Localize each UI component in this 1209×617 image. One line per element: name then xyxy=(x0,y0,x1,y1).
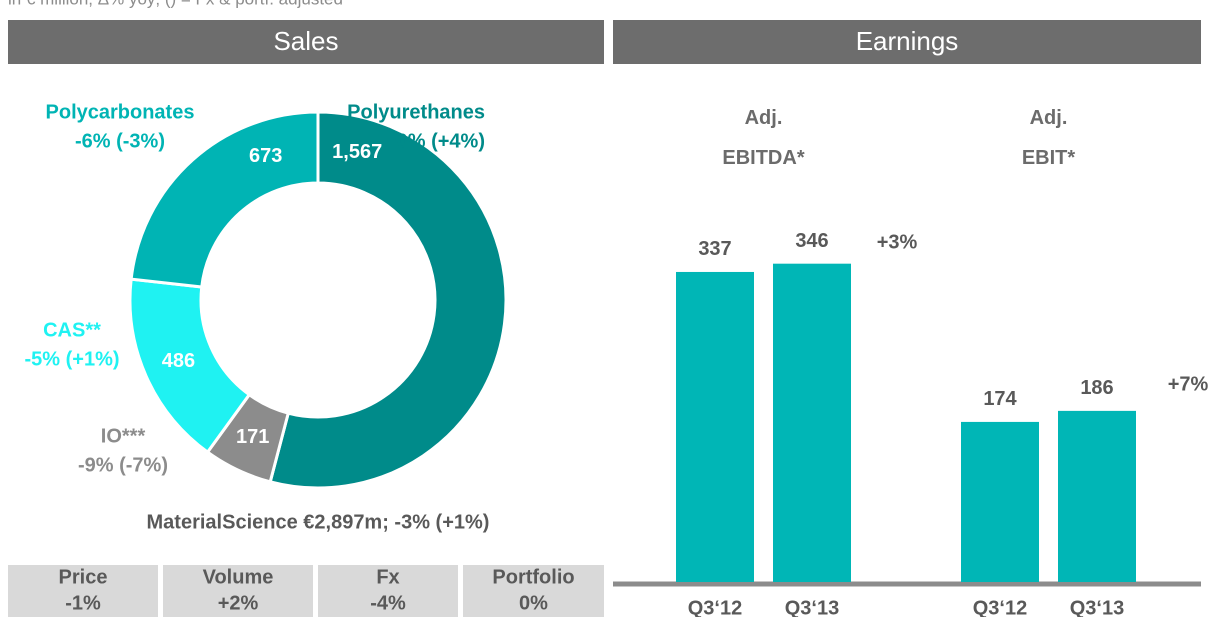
table-header: Fx xyxy=(376,566,399,588)
value-label: 171 xyxy=(236,426,269,448)
bar xyxy=(676,271,754,582)
category-label: IO*** xyxy=(101,425,146,447)
category-label: Polycarbonates xyxy=(46,101,195,123)
group-label: Adj. EBIT* xyxy=(1021,107,1076,169)
x-tick-label: Q3‘13 xyxy=(1070,597,1124,617)
value-label: 337 xyxy=(698,238,731,260)
header-bar xyxy=(613,20,1201,64)
table-value: 0% xyxy=(519,592,548,614)
table-cell xyxy=(463,565,604,617)
category-change: -5% (+1%) xyxy=(24,348,119,370)
x-tick-label: Q3‘12 xyxy=(973,597,1027,617)
bar xyxy=(961,421,1039,582)
change-label: +7% xyxy=(1168,373,1209,395)
table-cell xyxy=(163,565,313,617)
table-cell xyxy=(318,565,458,617)
x-tick-label: Q3‘13 xyxy=(785,597,839,617)
bar xyxy=(1058,410,1136,582)
value-label: 1,567 xyxy=(332,141,382,163)
note: in € million, Δ% yoy; () = Fx & portf. a… xyxy=(8,0,343,8)
header-bar xyxy=(8,20,604,64)
table-cell xyxy=(8,565,158,617)
table-value: +2% xyxy=(218,592,259,614)
donut-segment xyxy=(268,110,508,490)
category-change: -6% (-3%) xyxy=(75,130,165,152)
value-label: 486 xyxy=(162,350,195,372)
section-title: Earnings xyxy=(856,26,959,56)
category-label: CAS** xyxy=(43,319,101,341)
table-value: -4% xyxy=(370,592,406,614)
table-value: -1% xyxy=(65,592,101,614)
section-title: Sales xyxy=(273,26,338,56)
table-header: Portfolio xyxy=(492,566,574,588)
value-label: 346 xyxy=(795,230,828,252)
category-change: -9% (-7%) xyxy=(78,454,168,476)
caption: MaterialScience €2,897m; -3% (+1%) xyxy=(147,511,490,533)
group-label: Adj. EBITDA* xyxy=(722,107,805,169)
category-label: Polyurethanes xyxy=(347,101,485,123)
change-label: +3% xyxy=(877,231,918,253)
category-change: 0% (+4%) xyxy=(397,130,485,152)
value-label: 673 xyxy=(249,145,282,167)
value-label: 174 xyxy=(983,388,1017,410)
table-header: Volume xyxy=(203,566,274,588)
value-label: 186 xyxy=(1080,377,1113,399)
x-tick-label: Q3‘12 xyxy=(688,597,742,617)
table-header: Price xyxy=(59,566,108,588)
donut-segment xyxy=(129,110,320,289)
bar xyxy=(773,263,851,582)
